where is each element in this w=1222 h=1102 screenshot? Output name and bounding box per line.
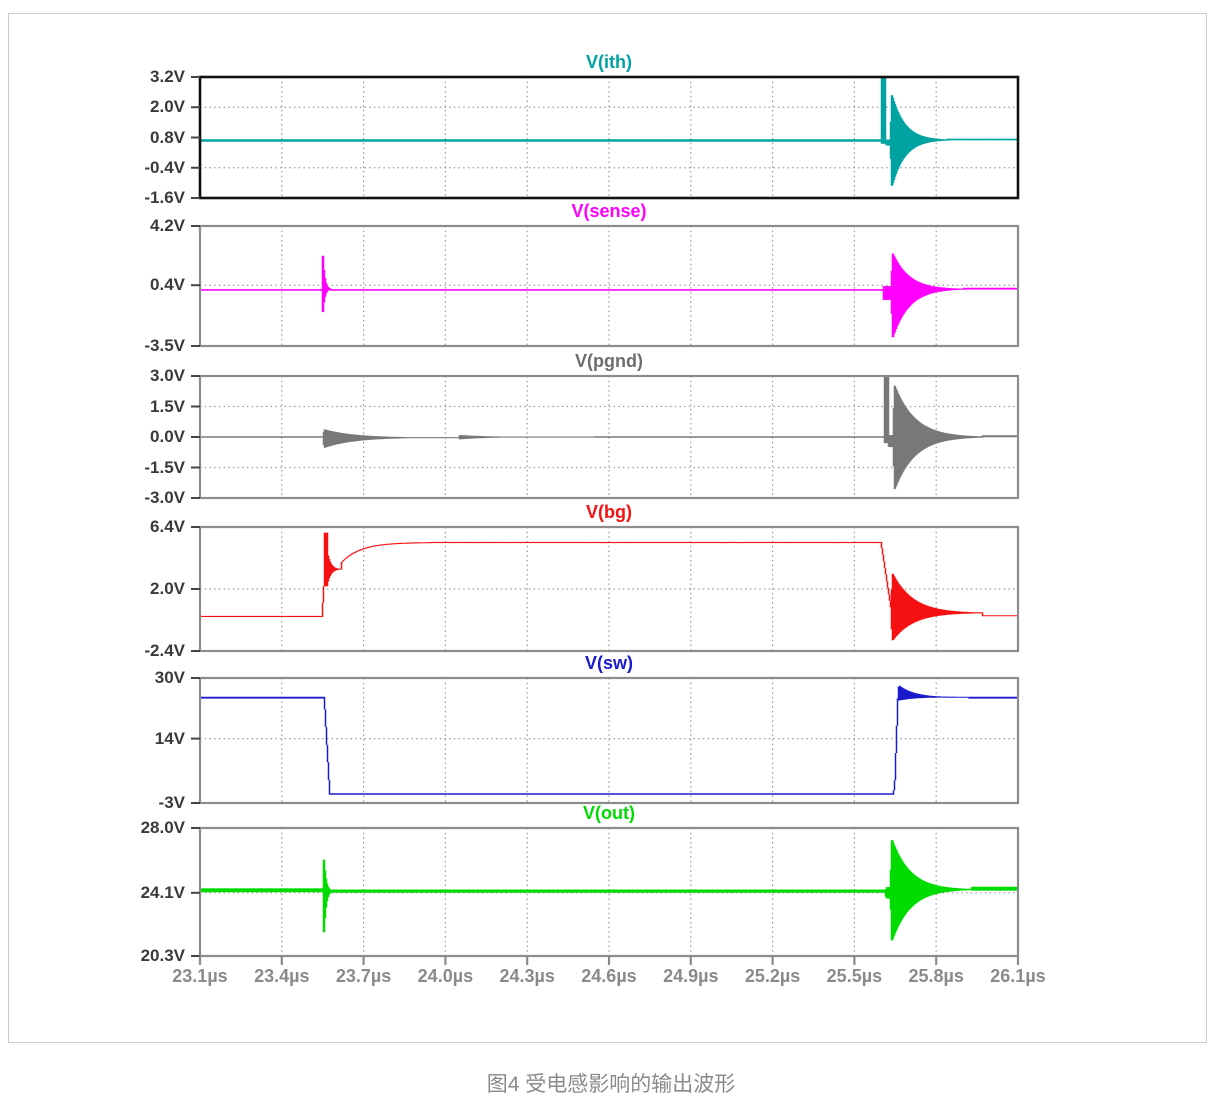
vsw-ytick-label-2: -3V: [158, 793, 185, 812]
vsense-ytick-label-2: -3.5V: [144, 336, 185, 355]
vsw-ytick-label-0: 30V: [154, 668, 185, 687]
vpgnd-ytick-label-2: 0.0V: [150, 427, 185, 446]
vsw-panel: [191, 676, 1020, 805]
vout-title: V(out): [583, 803, 635, 823]
vpgnd-title: V(pgnd): [575, 351, 643, 371]
vbg-panel: [191, 525, 1020, 653]
vpgnd-panel: [191, 374, 1020, 500]
vith-title: V(ith): [586, 52, 632, 72]
figure-caption: 图4 受电感影响的输出波形: [486, 1073, 736, 1096]
x-axis-label-1: 23.4µs: [254, 966, 310, 986]
vsense-waveform: [199, 253, 1019, 338]
vout-ytick-label-0: 28.0V: [140, 818, 185, 837]
vout-panel: [191, 826, 1020, 958]
vith-ytick-label-1: 2.0V: [150, 97, 185, 117]
x-axis-label-3: 24.0µs: [417, 966, 474, 986]
vsense-ytick-label-1: 0.4V: [150, 275, 185, 295]
vpgnd-ytick-label-3: -1.5V: [144, 457, 185, 477]
x-axis-label-9: 25.8µs: [908, 966, 964, 986]
vsense-title: V(sense): [571, 201, 647, 221]
x-axis-label-2: 23.7µs: [335, 966, 392, 986]
vout-ytick-label-1: 24.1V: [140, 882, 185, 902]
vbg-ytick-label-0: 6.4V: [150, 517, 185, 536]
vout-waveform: [199, 840, 1019, 941]
vsw-plot-border: [198, 676, 1020, 805]
vbg-ytick-label-1: 2.0V: [150, 579, 185, 598]
vpgnd-ytick-label-0: 3.0V: [150, 366, 185, 385]
vith-ytick-label-3: -0.4V: [144, 157, 185, 177]
vith-panel: [191, 75, 1020, 200]
x-axis-label-10: 26.1µs: [990, 966, 1046, 986]
vith-ytick-label-2: 0.8V: [150, 127, 185, 147]
vbg-title: V(bg): [586, 502, 632, 522]
vith-ytick-label-0: 3.2V: [150, 67, 185, 86]
vsw-title: V(sw): [584, 653, 633, 673]
x-axis-label-4: 24.3µs: [499, 966, 555, 986]
x-axis-label-5: 24.6µs: [581, 966, 637, 986]
vsense-ytick-label-0: 4.2V: [150, 216, 185, 235]
x-axis-label-8: 25.5µs: [826, 966, 883, 986]
vith-waveform: [199, 78, 1019, 186]
vith-ytick-label-4: -1.6V: [144, 188, 185, 207]
vbg-waveform: [199, 532, 1019, 641]
x-axis-label-0: 23.1µs: [172, 966, 228, 986]
vpgnd-ytick-label-4: -3.0V: [144, 488, 185, 507]
x-axis-label-7: 25.2µs: [744, 966, 801, 986]
content-frame: [8, 13, 1207, 1043]
vpgnd-ytick-label-1: 1.5V: [150, 396, 185, 416]
vsense-panel: [191, 224, 1020, 348]
x-axis-label-6: 24.9µs: [663, 966, 719, 986]
vout-ytick-label-2: 20.3V: [140, 946, 185, 965]
vbg-ytick-label-2: -2.4V: [144, 641, 185, 660]
vsw-ytick-label-1: 14V: [154, 728, 185, 748]
